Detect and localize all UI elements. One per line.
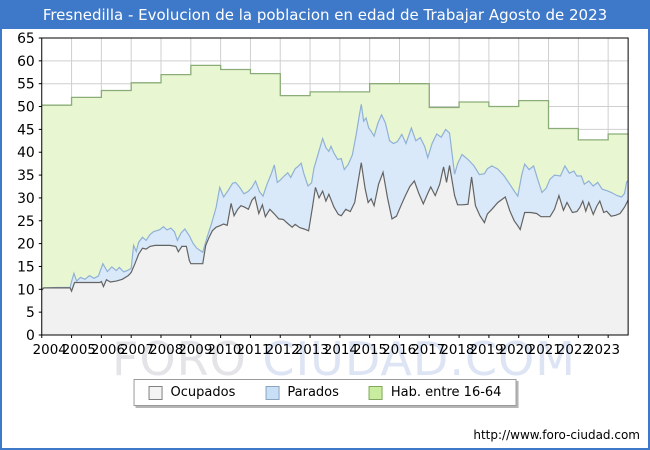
svg-text:50: 50 (17, 100, 35, 116)
site-url[interactable]: http://www.foro-ciudad.com (473, 428, 640, 442)
legend-item-ocupados: Ocupados (148, 385, 236, 400)
svg-text:2011: 2011 (236, 343, 270, 358)
svg-text:55: 55 (17, 77, 35, 93)
svg-text:2014: 2014 (324, 343, 358, 358)
svg-text:2020: 2020 (499, 343, 533, 358)
svg-text:2017: 2017 (411, 343, 445, 358)
svg-text:2004: 2004 (33, 343, 67, 358)
legend-swatch-parados (265, 385, 280, 400)
svg-text:2015: 2015 (353, 343, 387, 358)
watermark: FORO CIUDAD.COM (112, 332, 576, 386)
legend: Ocupados Parados Hab. entre 16-64 (133, 379, 517, 406)
svg-text:2023: 2023 (586, 343, 620, 358)
svg-text:40: 40 (17, 145, 35, 161)
legend-label-parados: Parados (287, 385, 339, 400)
svg-text:2022: 2022 (557, 343, 591, 358)
svg-text:2005: 2005 (62, 343, 96, 358)
svg-text:2006: 2006 (91, 343, 125, 358)
legend-swatch-hab-16-64 (368, 385, 383, 400)
svg-text:15: 15 (17, 259, 35, 275)
svg-text:2016: 2016 (382, 343, 416, 358)
legend-swatch-ocupados (148, 385, 163, 400)
svg-text:5: 5 (26, 305, 35, 321)
svg-text:0: 0 (26, 328, 35, 344)
svg-text:2012: 2012 (266, 343, 300, 358)
legend-item-parados: Parados (265, 385, 339, 400)
svg-text:65: 65 (17, 31, 35, 47)
svg-text:2013: 2013 (295, 343, 329, 358)
watermark-text-left: FORO (112, 332, 263, 386)
chart-area: 0 5 10 15 20 25 30 35 40 45 50 55 60 65 2004 2005 2006 20… (2, 29, 648, 359)
population-chart: 0510152025303540455055606520042005200620… (17, 31, 629, 358)
svg-text:20: 20 (17, 237, 35, 253)
watermark-text-right: CIUDAD.COM (262, 332, 576, 386)
legend-item-hab-16-64: Hab. entre 16-64 (368, 385, 502, 400)
svg-text:2019: 2019 (469, 343, 503, 358)
legend-label-ocupados: Ocupados (170, 385, 236, 400)
svg-text:2007: 2007 (120, 343, 154, 358)
chart-title: Fresnedilla - Evolucion de la poblacion … (2, 2, 648, 29)
svg-text:30: 30 (17, 191, 35, 207)
svg-text:10: 10 (17, 282, 35, 298)
svg-text:25: 25 (17, 214, 35, 230)
svg-text:2008: 2008 (149, 343, 183, 358)
svg-text:45: 45 (17, 122, 35, 138)
svg-text:2021: 2021 (528, 343, 562, 358)
svg-text:2010: 2010 (207, 343, 241, 358)
svg-text:2018: 2018 (440, 343, 474, 358)
svg-text:35: 35 (17, 168, 35, 184)
svg-text:60: 60 (17, 54, 35, 70)
svg-text:2009: 2009 (178, 343, 212, 358)
legend-label-hab-16-64: Hab. entre 16-64 (390, 385, 502, 400)
